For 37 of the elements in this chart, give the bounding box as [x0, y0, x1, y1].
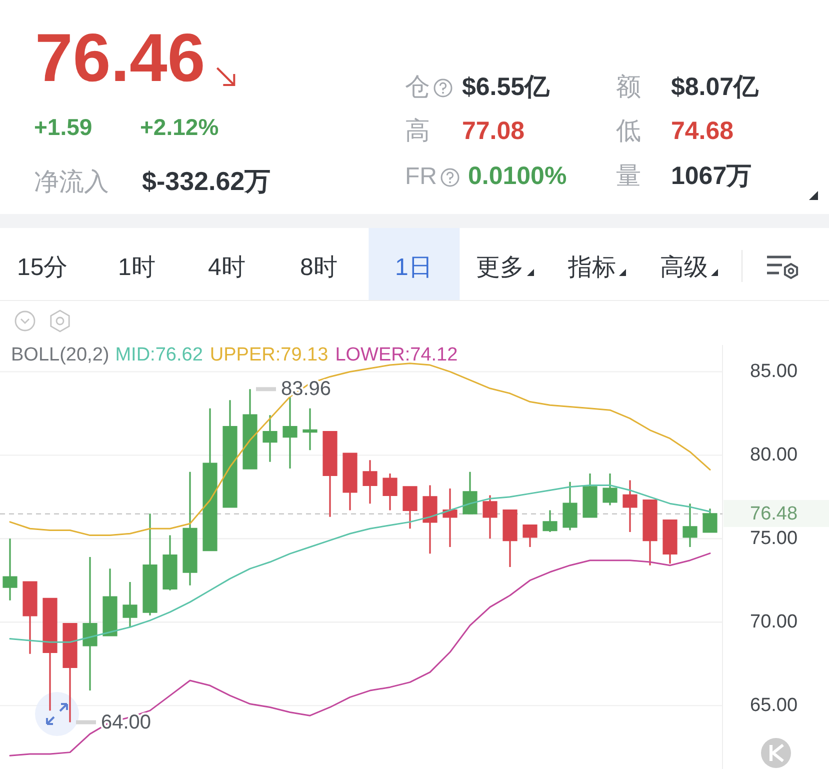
y-tick-label: 75.00 — [750, 528, 798, 550]
price-tag: 76.48 — [750, 503, 798, 524]
text: 额 — [616, 73, 641, 101]
legend-item: LOWER:74.12 — [335, 344, 458, 366]
text: 1067万 — [671, 162, 752, 190]
y-tick-label: 65.00 — [750, 695, 798, 716]
text: 15分 — [17, 254, 68, 281]
text: 高 — [405, 117, 430, 145]
text: 低 — [616, 117, 641, 145]
text: 74.68 — [671, 117, 734, 145]
text: $8.07亿 — [671, 73, 760, 101]
y-tick-label: 70.00 — [750, 612, 798, 633]
text: 仓 — [405, 73, 430, 101]
text: 指标 — [567, 254, 616, 281]
text: 更多 — [476, 254, 524, 281]
text: 1日 — [395, 254, 432, 281]
text: 4时 — [208, 254, 246, 281]
text: 高级 — [660, 254, 708, 281]
y-tick-label: 80.00 — [750, 444, 798, 466]
text: FR — [405, 163, 437, 190]
legend-item: UPPER:79.13 — [210, 344, 328, 366]
text: 1时 — [118, 254, 156, 281]
text: +2.12% — [140, 114, 219, 140]
text: 量 — [616, 162, 641, 190]
text: +1.59 — [34, 114, 92, 140]
line-series — [9, 362, 711, 536]
y-tick-label: 85.00 — [750, 361, 798, 382]
text: 76.46 — [35, 20, 206, 96]
text: 净流入 — [34, 168, 109, 196]
text: 8时 — [300, 254, 338, 281]
text: 77.08 — [462, 117, 525, 145]
legend-title: BOLL(20,2) — [11, 344, 110, 366]
text: 0.0100% — [468, 162, 567, 190]
text: $-332.62万 — [142, 166, 271, 196]
legend-item: MID:76.62 — [115, 344, 203, 366]
text: $6.55亿 — [462, 73, 551, 101]
line-series — [9, 552, 711, 756]
